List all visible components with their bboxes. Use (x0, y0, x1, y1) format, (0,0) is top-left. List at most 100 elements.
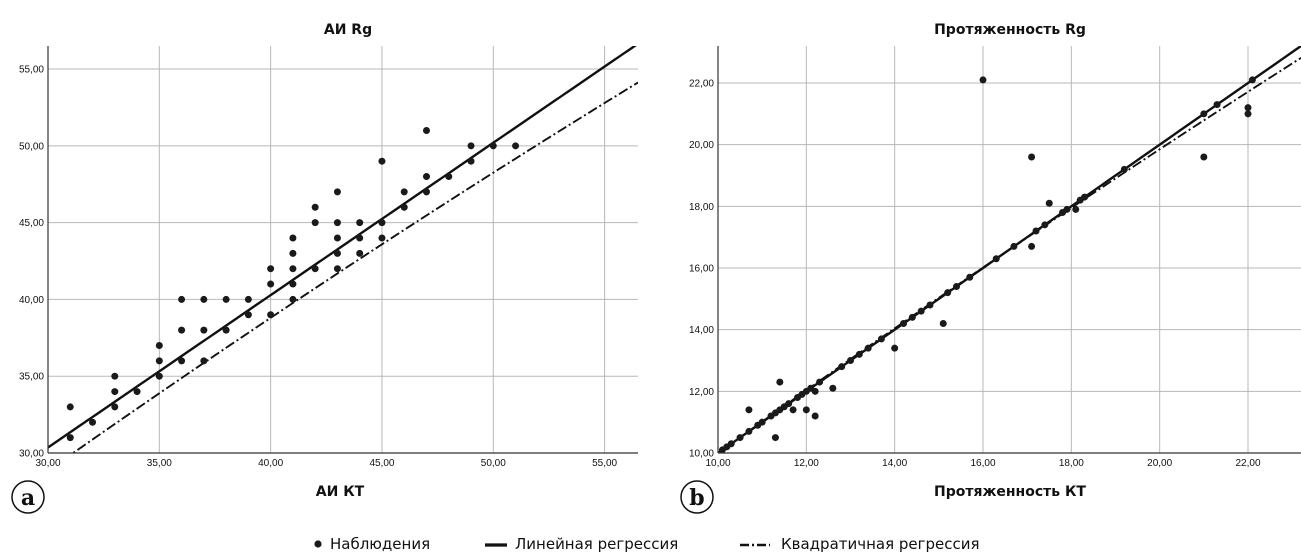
observation-point (944, 289, 952, 297)
y-tick-label: 50,00 (19, 141, 44, 152)
observation-point (467, 142, 475, 150)
panel-label-b: b (680, 480, 714, 514)
x-axis-label: Протяженность КТ (934, 484, 1086, 500)
observation-point (467, 157, 475, 165)
observation-point (891, 344, 899, 352)
observation-point (200, 326, 208, 334)
observation-point (289, 249, 297, 257)
observation-point (111, 388, 119, 396)
y-tick-label: 20,00 (689, 140, 714, 151)
observation-point (1028, 153, 1036, 161)
observation-point (289, 280, 297, 288)
x-tick-label: 40,00 (258, 458, 283, 469)
legend-marker-point (314, 540, 322, 548)
observation-point (356, 219, 364, 227)
x-tick-label: 55,00 (592, 458, 617, 469)
tick-labels: 10,00 12,00 14,00 16,00 18,00 20,00 22,00 10,00… (689, 79, 1261, 470)
observation-point (445, 173, 453, 181)
observation-point (244, 311, 252, 319)
observation-point (289, 295, 297, 303)
observation-point (1120, 165, 1128, 173)
axes (717, 46, 1301, 454)
observation-point (422, 126, 430, 134)
chart-title: Протяженность Rg (934, 22, 1086, 38)
observation-point (267, 280, 275, 288)
y-tick-label: 14,00 (689, 325, 714, 336)
observation-point (356, 249, 364, 257)
x-axis-label: АИ КТ (316, 484, 365, 500)
observation-point (776, 378, 784, 386)
y-tick-label: 35,00 (19, 372, 44, 383)
observation-point (133, 388, 141, 396)
observation-point (111, 403, 119, 411)
observation-point (736, 434, 744, 442)
observation-point (422, 188, 430, 196)
observation-point (758, 418, 766, 426)
grid (718, 46, 1301, 453)
observation-point (1081, 193, 1089, 201)
observation-point (926, 301, 934, 309)
observation-point (289, 265, 297, 273)
observation-point (789, 406, 797, 414)
x-tick-label: 20,00 (1147, 458, 1172, 469)
x-tick-label: 16,00 (970, 458, 995, 469)
observation-point (900, 320, 907, 327)
observation-point (333, 219, 341, 227)
observation-point (178, 357, 186, 365)
observation-point (1213, 101, 1221, 109)
observation-point (333, 249, 341, 257)
observation-point (979, 76, 987, 84)
observation-point (400, 188, 408, 196)
x-tick-label: 35,00 (147, 458, 172, 469)
observation-point (356, 234, 364, 242)
x-tick-label: 14,00 (882, 458, 907, 469)
observation-point (785, 400, 793, 408)
tick-labels: 30,00 35,00 40,00 45,00 50,00 55,00 30,00 35,00… (19, 65, 618, 469)
x-tick-label: 45,00 (369, 458, 394, 469)
legend-label: Наблюдения (330, 535, 430, 553)
y-tick-label: 55,00 (19, 65, 44, 76)
observation-point (811, 412, 819, 420)
observation-point (311, 219, 319, 227)
legend-item-linear: Линейная регрессия (485, 535, 678, 553)
observation-point (1028, 242, 1036, 250)
observation-point (378, 157, 386, 165)
observation-point (378, 219, 386, 227)
x-tick-label: 22,00 (1235, 458, 1260, 469)
observation-point (200, 295, 208, 303)
observation-point (333, 234, 341, 242)
observation-point (917, 307, 925, 315)
observation-point (311, 203, 319, 211)
observation-point (1063, 205, 1071, 213)
observation-point (992, 255, 1000, 263)
observation-point (178, 295, 186, 303)
observation-point (222, 326, 230, 334)
observation-point (1072, 205, 1080, 213)
chart-panel-b: Протяженность Rg 10,00 12,00 14,00 16,00 18,… (680, 22, 1301, 514)
observation-point (855, 350, 863, 358)
observation-point (155, 357, 163, 365)
observation-point (829, 384, 837, 392)
observation-point (178, 326, 186, 334)
panel-label-text: b (689, 485, 704, 511)
chart-panel-a: АИ Rg 30,00 35,00 40,00 45,00 50,00 55,0030,0… (11, 22, 638, 514)
observation-point (1244, 110, 1252, 118)
observation-point (311, 265, 319, 273)
observation-point (244, 295, 252, 303)
legend-item-quadratic: Квадратичная регрессия (740, 535, 980, 553)
observation-point (727, 440, 735, 448)
y-tick-label: 30,00 (19, 449, 44, 460)
axes (47, 46, 638, 454)
observation-points (718, 76, 1256, 454)
observation-point (745, 427, 753, 435)
y-tick-label: 22,00 (689, 79, 714, 90)
observation-point (378, 234, 386, 242)
legend-item-observations: Наблюдения (314, 535, 430, 553)
observation-point (953, 283, 960, 290)
observation-points (66, 126, 520, 442)
observation-point (512, 142, 520, 150)
observation-point (289, 234, 297, 242)
y-tick-label: 45,00 (19, 218, 44, 229)
observation-point (1248, 76, 1256, 84)
